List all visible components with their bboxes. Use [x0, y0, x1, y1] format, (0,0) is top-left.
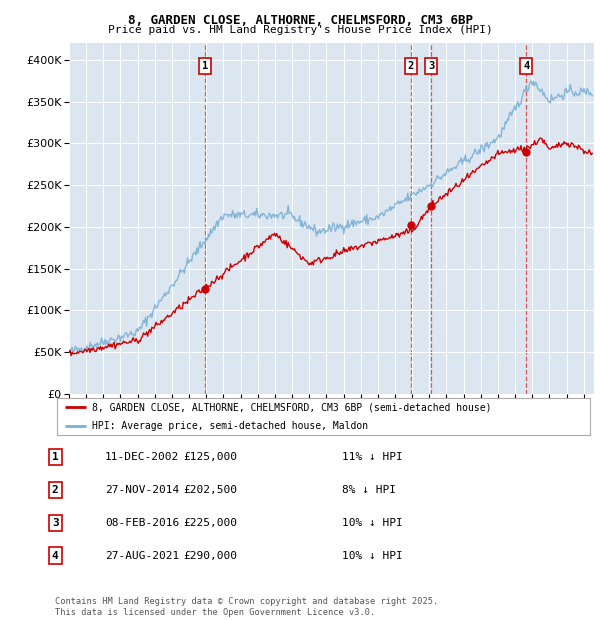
Text: 4: 4	[523, 61, 529, 71]
Text: 1: 1	[202, 61, 209, 71]
Text: £290,000: £290,000	[183, 551, 237, 560]
Text: 10% ↓ HPI: 10% ↓ HPI	[342, 518, 403, 528]
Text: 1: 1	[52, 452, 59, 462]
Text: 08-FEB-2016: 08-FEB-2016	[105, 518, 179, 528]
Text: 3: 3	[428, 61, 434, 71]
Text: 8, GARDEN CLOSE, ALTHORNE, CHELMSFORD, CM3 6BP: 8, GARDEN CLOSE, ALTHORNE, CHELMSFORD, C…	[128, 14, 473, 27]
Text: 27-NOV-2014: 27-NOV-2014	[105, 485, 179, 495]
Text: £202,500: £202,500	[183, 485, 237, 495]
Text: Contains HM Land Registry data © Crown copyright and database right 2025.
This d: Contains HM Land Registry data © Crown c…	[55, 598, 439, 617]
Text: £125,000: £125,000	[183, 452, 237, 462]
Text: 3: 3	[52, 518, 59, 528]
Text: 2: 2	[52, 485, 59, 495]
Text: £225,000: £225,000	[183, 518, 237, 528]
Text: 10% ↓ HPI: 10% ↓ HPI	[342, 551, 403, 560]
Text: 11-DEC-2002: 11-DEC-2002	[105, 452, 179, 462]
Text: Price paid vs. HM Land Registry's House Price Index (HPI): Price paid vs. HM Land Registry's House …	[107, 25, 493, 35]
Text: 8, GARDEN CLOSE, ALTHORNE, CHELMSFORD, CM3 6BP (semi-detached house): 8, GARDEN CLOSE, ALTHORNE, CHELMSFORD, C…	[92, 402, 491, 412]
Text: 4: 4	[52, 551, 59, 560]
Text: 2: 2	[407, 61, 414, 71]
Text: 8% ↓ HPI: 8% ↓ HPI	[342, 485, 396, 495]
Text: HPI: Average price, semi-detached house, Maldon: HPI: Average price, semi-detached house,…	[92, 421, 368, 431]
Text: 27-AUG-2021: 27-AUG-2021	[105, 551, 179, 560]
Text: 11% ↓ HPI: 11% ↓ HPI	[342, 452, 403, 462]
